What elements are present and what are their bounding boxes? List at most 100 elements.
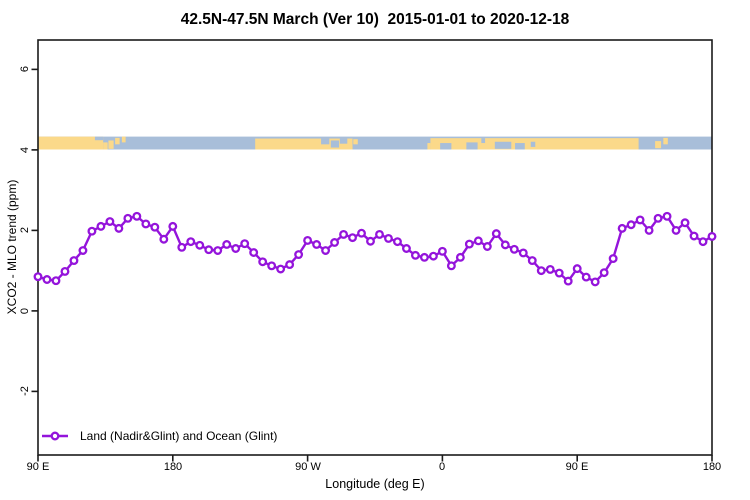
- data-point-marker: [671, 225, 681, 235]
- data-point-marker: [644, 225, 654, 235]
- map-band-ocean-patch: [515, 143, 525, 150]
- data-point-marker: [276, 264, 286, 274]
- data-point-marker: [195, 240, 205, 250]
- data-point-marker: [428, 251, 438, 261]
- data-point-marker: [509, 244, 519, 254]
- data-point-marker: [599, 268, 609, 278]
- data-point-marker: [482, 242, 492, 251]
- data-point-marker: [384, 233, 393, 243]
- map-band-land-patch: [427, 143, 431, 150]
- y-axis-label: XCO2 - MLO trend (ppm): [5, 179, 19, 315]
- y-tick-label-2: 2: [19, 226, 31, 234]
- map-band-land-patch: [108, 140, 114, 149]
- x-axis-label: Longitude (deg E): [325, 477, 425, 491]
- y-tick-label-neg2: -2: [19, 386, 31, 396]
- x-tick-label-90w: 90 W: [295, 461, 321, 473]
- map-band-land-patch: [115, 137, 120, 145]
- data-point-marker: [177, 242, 187, 252]
- data-point-marker: [375, 229, 384, 239]
- data-point-marker: [267, 261, 277, 271]
- data-point-marker: [554, 268, 564, 278]
- map-band-ocean-patch: [440, 143, 452, 150]
- data-point-marker: [563, 276, 573, 286]
- data-point-marker: [132, 211, 142, 221]
- data-point-marker: [303, 236, 313, 245]
- data-point-marker: [312, 240, 322, 249]
- data-point-marker: [572, 264, 582, 274]
- data-point-marker: [231, 244, 241, 253]
- data-point-marker: [249, 248, 259, 257]
- map-band-ocean-patch: [330, 140, 340, 148]
- data-point-marker: [78, 246, 88, 255]
- data-point-marker: [689, 231, 699, 241]
- data-point-marker: [366, 236, 375, 246]
- x-tick-label-90e-right: 90 E: [565, 461, 589, 473]
- data-point-marker: [464, 239, 474, 249]
- data-point-marker: [33, 272, 43, 282]
- data-line: [36, 215, 714, 284]
- data-point-marker: [168, 221, 178, 231]
- data-point-marker: [402, 244, 411, 253]
- data-point-marker: [662, 211, 672, 221]
- data-point-marker: [590, 277, 600, 287]
- data-point-marker: [419, 252, 429, 262]
- map-band-land-patch: [353, 139, 358, 145]
- data-point-marker: [159, 234, 169, 244]
- data-point-marker: [96, 221, 106, 231]
- x-tick-label-180-right: 180: [702, 461, 722, 473]
- data-point-marker: [617, 223, 627, 233]
- data-point-marker: [69, 256, 79, 266]
- map-band-ocean-patch: [494, 141, 512, 149]
- data-point-marker: [500, 240, 510, 250]
- map-band-ocean-patch: [466, 142, 478, 150]
- data-point-marker: [635, 215, 645, 225]
- data-point-marker: [626, 220, 636, 230]
- data-point-marker: [608, 254, 618, 264]
- data-point-marker: [455, 252, 465, 262]
- data-point-marker: [437, 246, 447, 256]
- data-point-marker: [186, 237, 196, 247]
- y-tick-label-0: 0: [19, 307, 31, 315]
- chart-title: 42.5N-47.5N March (Ver 10) 2015-01-01 to…: [180, 11, 570, 28]
- x-tick-label-180-left: 180: [163, 461, 183, 473]
- data-point-marker: [348, 233, 357, 243]
- data-point-marker: [680, 218, 690, 228]
- plot-frame: [37, 39, 713, 456]
- data-point-marker: [518, 248, 528, 258]
- data-point-marker: [51, 276, 61, 286]
- data-point-marker: [294, 250, 304, 259]
- data-point-marker: [321, 246, 331, 255]
- y-tick-label-4: 4: [19, 146, 31, 154]
- data-point-marker: [393, 237, 402, 247]
- data-point-marker: [339, 229, 348, 239]
- map-band-land-patch: [255, 138, 353, 150]
- data-point-marker: [285, 260, 295, 270]
- data-point-marker: [60, 267, 70, 276]
- data-point-marker: [87, 226, 97, 236]
- data-point-marker: [653, 213, 663, 223]
- map-band-land-patch: [655, 141, 662, 149]
- map-band-land-patch: [38, 136, 104, 150]
- data-point-marker: [258, 257, 268, 267]
- x-tick-label-0: 0: [438, 461, 446, 473]
- data-point-marker: [150, 222, 160, 232]
- data-point-marker: [357, 228, 366, 238]
- map-band-ocean-patch: [339, 138, 348, 144]
- data-point-marker: [330, 238, 340, 247]
- legend: Land (Nadir&Glint) and Ocean (Glint): [41, 429, 277, 443]
- data-point-marker: [114, 223, 124, 233]
- data-point-marker: [491, 229, 501, 239]
- data-point-marker: [707, 231, 717, 241]
- data-point-marker: [105, 217, 115, 226]
- data-point-marker: [581, 272, 591, 282]
- data-point-marker: [410, 250, 420, 260]
- data-point-marker: [545, 264, 555, 274]
- legend-label: Land (Nadir&Glint) and Ocean (Glint): [80, 429, 278, 443]
- data-point-marker: [222, 240, 232, 249]
- data-point-marker: [42, 275, 52, 284]
- x-tick-label-90e-left: 90 E: [26, 461, 50, 473]
- data-point-marker: [698, 237, 708, 247]
- data-point-marker: [536, 266, 546, 276]
